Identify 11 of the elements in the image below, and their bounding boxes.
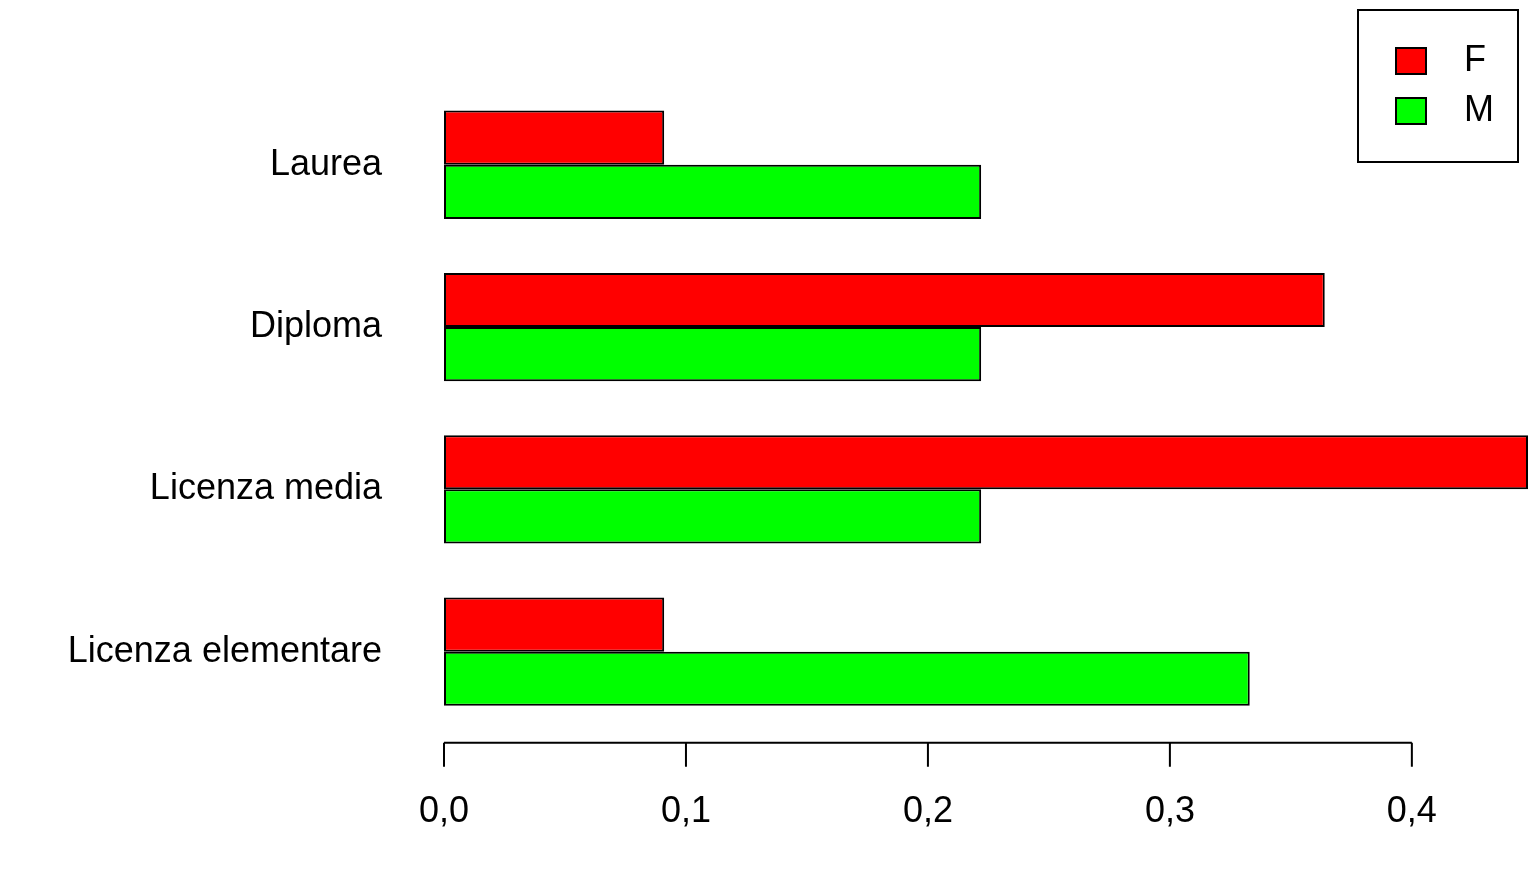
x-tick-label: 0,0 bbox=[418, 789, 470, 831]
x-tick-label: 0,4 bbox=[1386, 789, 1437, 831]
y-tick-label: Diploma bbox=[249, 303, 383, 345]
x-tick-label: 0,3 bbox=[1144, 789, 1195, 831]
y-tick-label: Laurea bbox=[269, 141, 383, 183]
x-tick-label: 0,2 bbox=[902, 789, 953, 831]
legend-label: F bbox=[1464, 37, 1486, 79]
legend-label: M bbox=[1464, 87, 1494, 129]
y-tick-label: Licenza media bbox=[149, 466, 383, 508]
y-tick-label: Licenza elementare bbox=[67, 628, 382, 670]
x-tick-label: 0,1 bbox=[660, 789, 711, 831]
